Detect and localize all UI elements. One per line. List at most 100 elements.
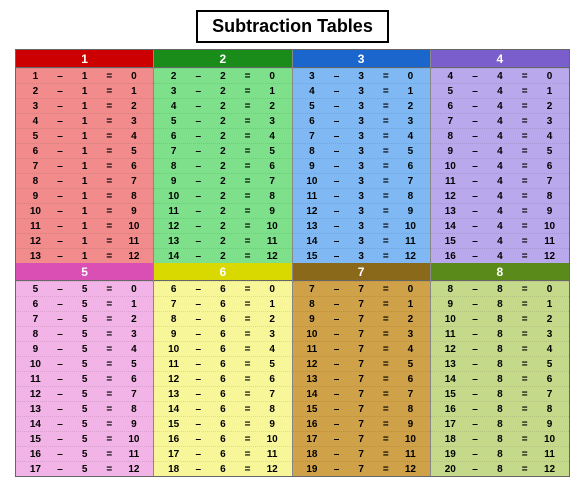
subtrahend: 1 <box>69 84 100 98</box>
difference: 4 <box>395 342 426 356</box>
difference: 11 <box>119 234 150 248</box>
table-column-6: 66–6=07–6=18–6=29–6=310–6=411–6=512–6=61… <box>154 263 292 476</box>
difference: 5 <box>257 357 288 371</box>
minus-sign: – <box>466 327 485 341</box>
minus-sign: – <box>189 174 207 188</box>
equals-sign: = <box>238 234 256 248</box>
minus-sign: – <box>466 204 485 218</box>
minuend: 15 <box>158 417 189 431</box>
table-row: 12–8=4 <box>431 341 569 356</box>
table-column-3: 33–3=04–3=15–3=26–3=37–3=48–3=59–3=610–3… <box>293 50 431 263</box>
minuend: 20 <box>435 462 466 476</box>
minuend: 3 <box>158 84 189 98</box>
minus-sign: – <box>51 357 69 371</box>
equals-sign: = <box>377 432 395 446</box>
subtrahend: 4 <box>484 234 515 248</box>
equals-sign: = <box>377 159 395 173</box>
minus-sign: – <box>466 99 485 113</box>
equals-sign: = <box>515 297 534 311</box>
subtrahend: 5 <box>69 432 100 446</box>
table-row: 13–2=11 <box>154 233 291 248</box>
difference: 5 <box>534 144 565 158</box>
difference: 10 <box>534 432 565 446</box>
difference: 8 <box>534 402 565 416</box>
difference: 9 <box>257 204 288 218</box>
minuend: 2 <box>20 84 51 98</box>
difference: 2 <box>257 312 288 326</box>
table-row: 10–5=5 <box>16 356 153 371</box>
minus-sign: – <box>189 447 207 461</box>
minuend: 10 <box>297 327 328 341</box>
difference: 7 <box>257 387 288 401</box>
difference: 10 <box>119 219 150 233</box>
minus-sign: – <box>189 462 207 476</box>
minus-sign: – <box>51 387 69 401</box>
difference: 3 <box>534 114 565 128</box>
minuend: 9 <box>435 297 466 311</box>
minus-sign: – <box>51 159 69 173</box>
minus-sign: – <box>189 372 207 386</box>
minus-sign: – <box>51 144 69 158</box>
minuend: 7 <box>158 297 189 311</box>
subtrahend: 1 <box>69 159 100 173</box>
table-row: 7–4=3 <box>431 113 569 128</box>
equals-sign: = <box>100 387 118 401</box>
subtrahend: 5 <box>69 342 100 356</box>
minuend: 7 <box>297 129 328 143</box>
difference: 5 <box>534 357 565 371</box>
minuend: 8 <box>297 297 328 311</box>
minuend: 8 <box>20 327 51 341</box>
equals-sign: = <box>238 282 256 296</box>
table-row: 11–3=8 <box>293 188 430 203</box>
minuend: 8 <box>158 312 189 326</box>
minuend: 12 <box>158 372 189 386</box>
subtrahend: 8 <box>484 372 515 386</box>
table-row: 14–2=12 <box>154 248 291 263</box>
equals-sign: = <box>100 447 118 461</box>
minus-sign: – <box>51 249 69 263</box>
equals-sign: = <box>377 327 395 341</box>
equals-sign: = <box>100 402 118 416</box>
subtrahend: 3 <box>346 189 377 203</box>
minus-sign: – <box>51 462 69 476</box>
table-row: 15–3=12 <box>293 248 430 263</box>
difference: 9 <box>257 417 288 431</box>
minuend: 11 <box>435 327 466 341</box>
equals-sign: = <box>238 432 256 446</box>
minuend: 12 <box>297 357 328 371</box>
equals-sign: = <box>238 402 256 416</box>
minus-sign: – <box>327 357 345 371</box>
difference: 3 <box>119 114 150 128</box>
table-row: 10–4=6 <box>431 158 569 173</box>
equals-sign: = <box>238 297 256 311</box>
subtrahend: 2 <box>208 234 239 248</box>
subtrahend: 2 <box>208 174 239 188</box>
table-row: 13–3=10 <box>293 218 430 233</box>
table-row: 6–4=2 <box>431 98 569 113</box>
table-row: 9–8=1 <box>431 296 569 311</box>
minus-sign: – <box>189 189 207 203</box>
minuend: 18 <box>297 447 328 461</box>
difference: 11 <box>395 447 426 461</box>
subtrahend: 7 <box>346 402 377 416</box>
minus-sign: – <box>189 432 207 446</box>
subtrahend: 8 <box>484 342 515 356</box>
table-row: 16–4=12 <box>431 248 569 263</box>
minuend: 16 <box>297 417 328 431</box>
subtrahend: 6 <box>208 372 239 386</box>
table-row: 6–3=3 <box>293 113 430 128</box>
difference: 3 <box>395 327 426 341</box>
subtrahend: 2 <box>208 84 239 98</box>
difference: 11 <box>534 447 565 461</box>
minuend: 15 <box>435 387 466 401</box>
equals-sign: = <box>377 357 395 371</box>
subtrahend: 5 <box>69 312 100 326</box>
table-row: 12–4=8 <box>431 188 569 203</box>
equals-sign: = <box>100 249 118 263</box>
minus-sign: – <box>466 297 485 311</box>
table-row: 9–7=2 <box>293 311 430 326</box>
minuend: 8 <box>297 144 328 158</box>
table-row: 8–3=5 <box>293 143 430 158</box>
subtrahend: 2 <box>208 144 239 158</box>
minus-sign: – <box>327 234 345 248</box>
